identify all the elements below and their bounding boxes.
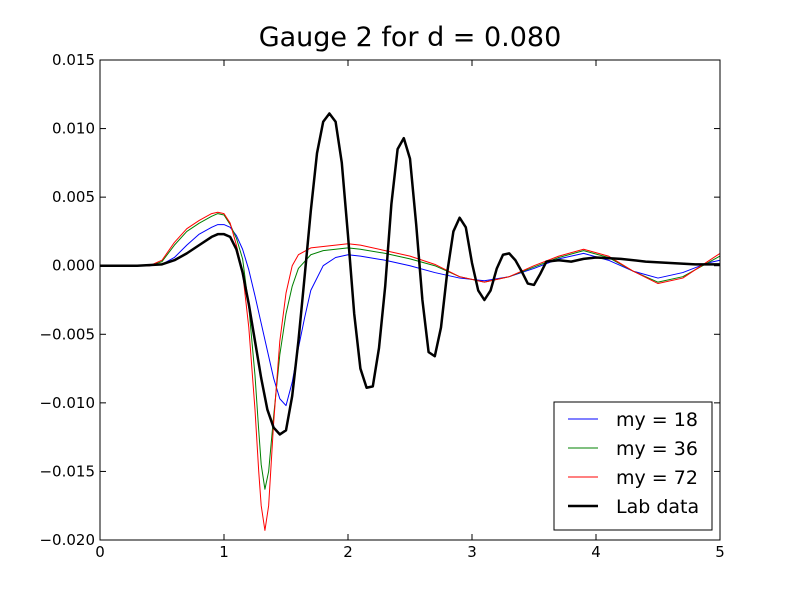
legend-label: my = 18 bbox=[616, 409, 698, 431]
series-line-3 bbox=[100, 112, 720, 436]
x-tick-label: 1 bbox=[219, 543, 229, 561]
plot-frame bbox=[99, 59, 721, 541]
y-tick-label: 0.000 bbox=[52, 257, 95, 275]
y-tick-label: −0.020 bbox=[39, 531, 95, 549]
legend-label: Lab data bbox=[616, 496, 699, 518]
legend-label: my = 36 bbox=[616, 438, 698, 460]
series-line-1 bbox=[100, 213, 720, 490]
y-tick-label: −0.015 bbox=[39, 462, 95, 480]
chart-title: Gauge 2 for d = 0.080 bbox=[259, 22, 562, 53]
legend-label: my = 72 bbox=[616, 467, 698, 489]
legend: my = 18 my = 36 my = 72 Lab data bbox=[553, 401, 713, 531]
series-line-0 bbox=[100, 224, 720, 407]
y-tick-label: 0.005 bbox=[52, 188, 95, 206]
y-tick-label: 0.015 bbox=[52, 51, 95, 69]
x-tick-label: 2 bbox=[343, 543, 353, 561]
series-line-2 bbox=[100, 211, 720, 531]
series-layer bbox=[100, 112, 720, 531]
legend-box bbox=[553, 401, 713, 531]
x-tick-label: 4 bbox=[591, 543, 601, 561]
x-tick-label: 3 bbox=[467, 543, 477, 561]
x-tick-label: 5 bbox=[715, 543, 725, 561]
y-tick-label: −0.005 bbox=[39, 325, 95, 343]
y-tick-label: −0.010 bbox=[39, 394, 95, 412]
y-tick-label: 0.010 bbox=[52, 120, 95, 138]
x-tick-label: 0 bbox=[95, 543, 105, 561]
